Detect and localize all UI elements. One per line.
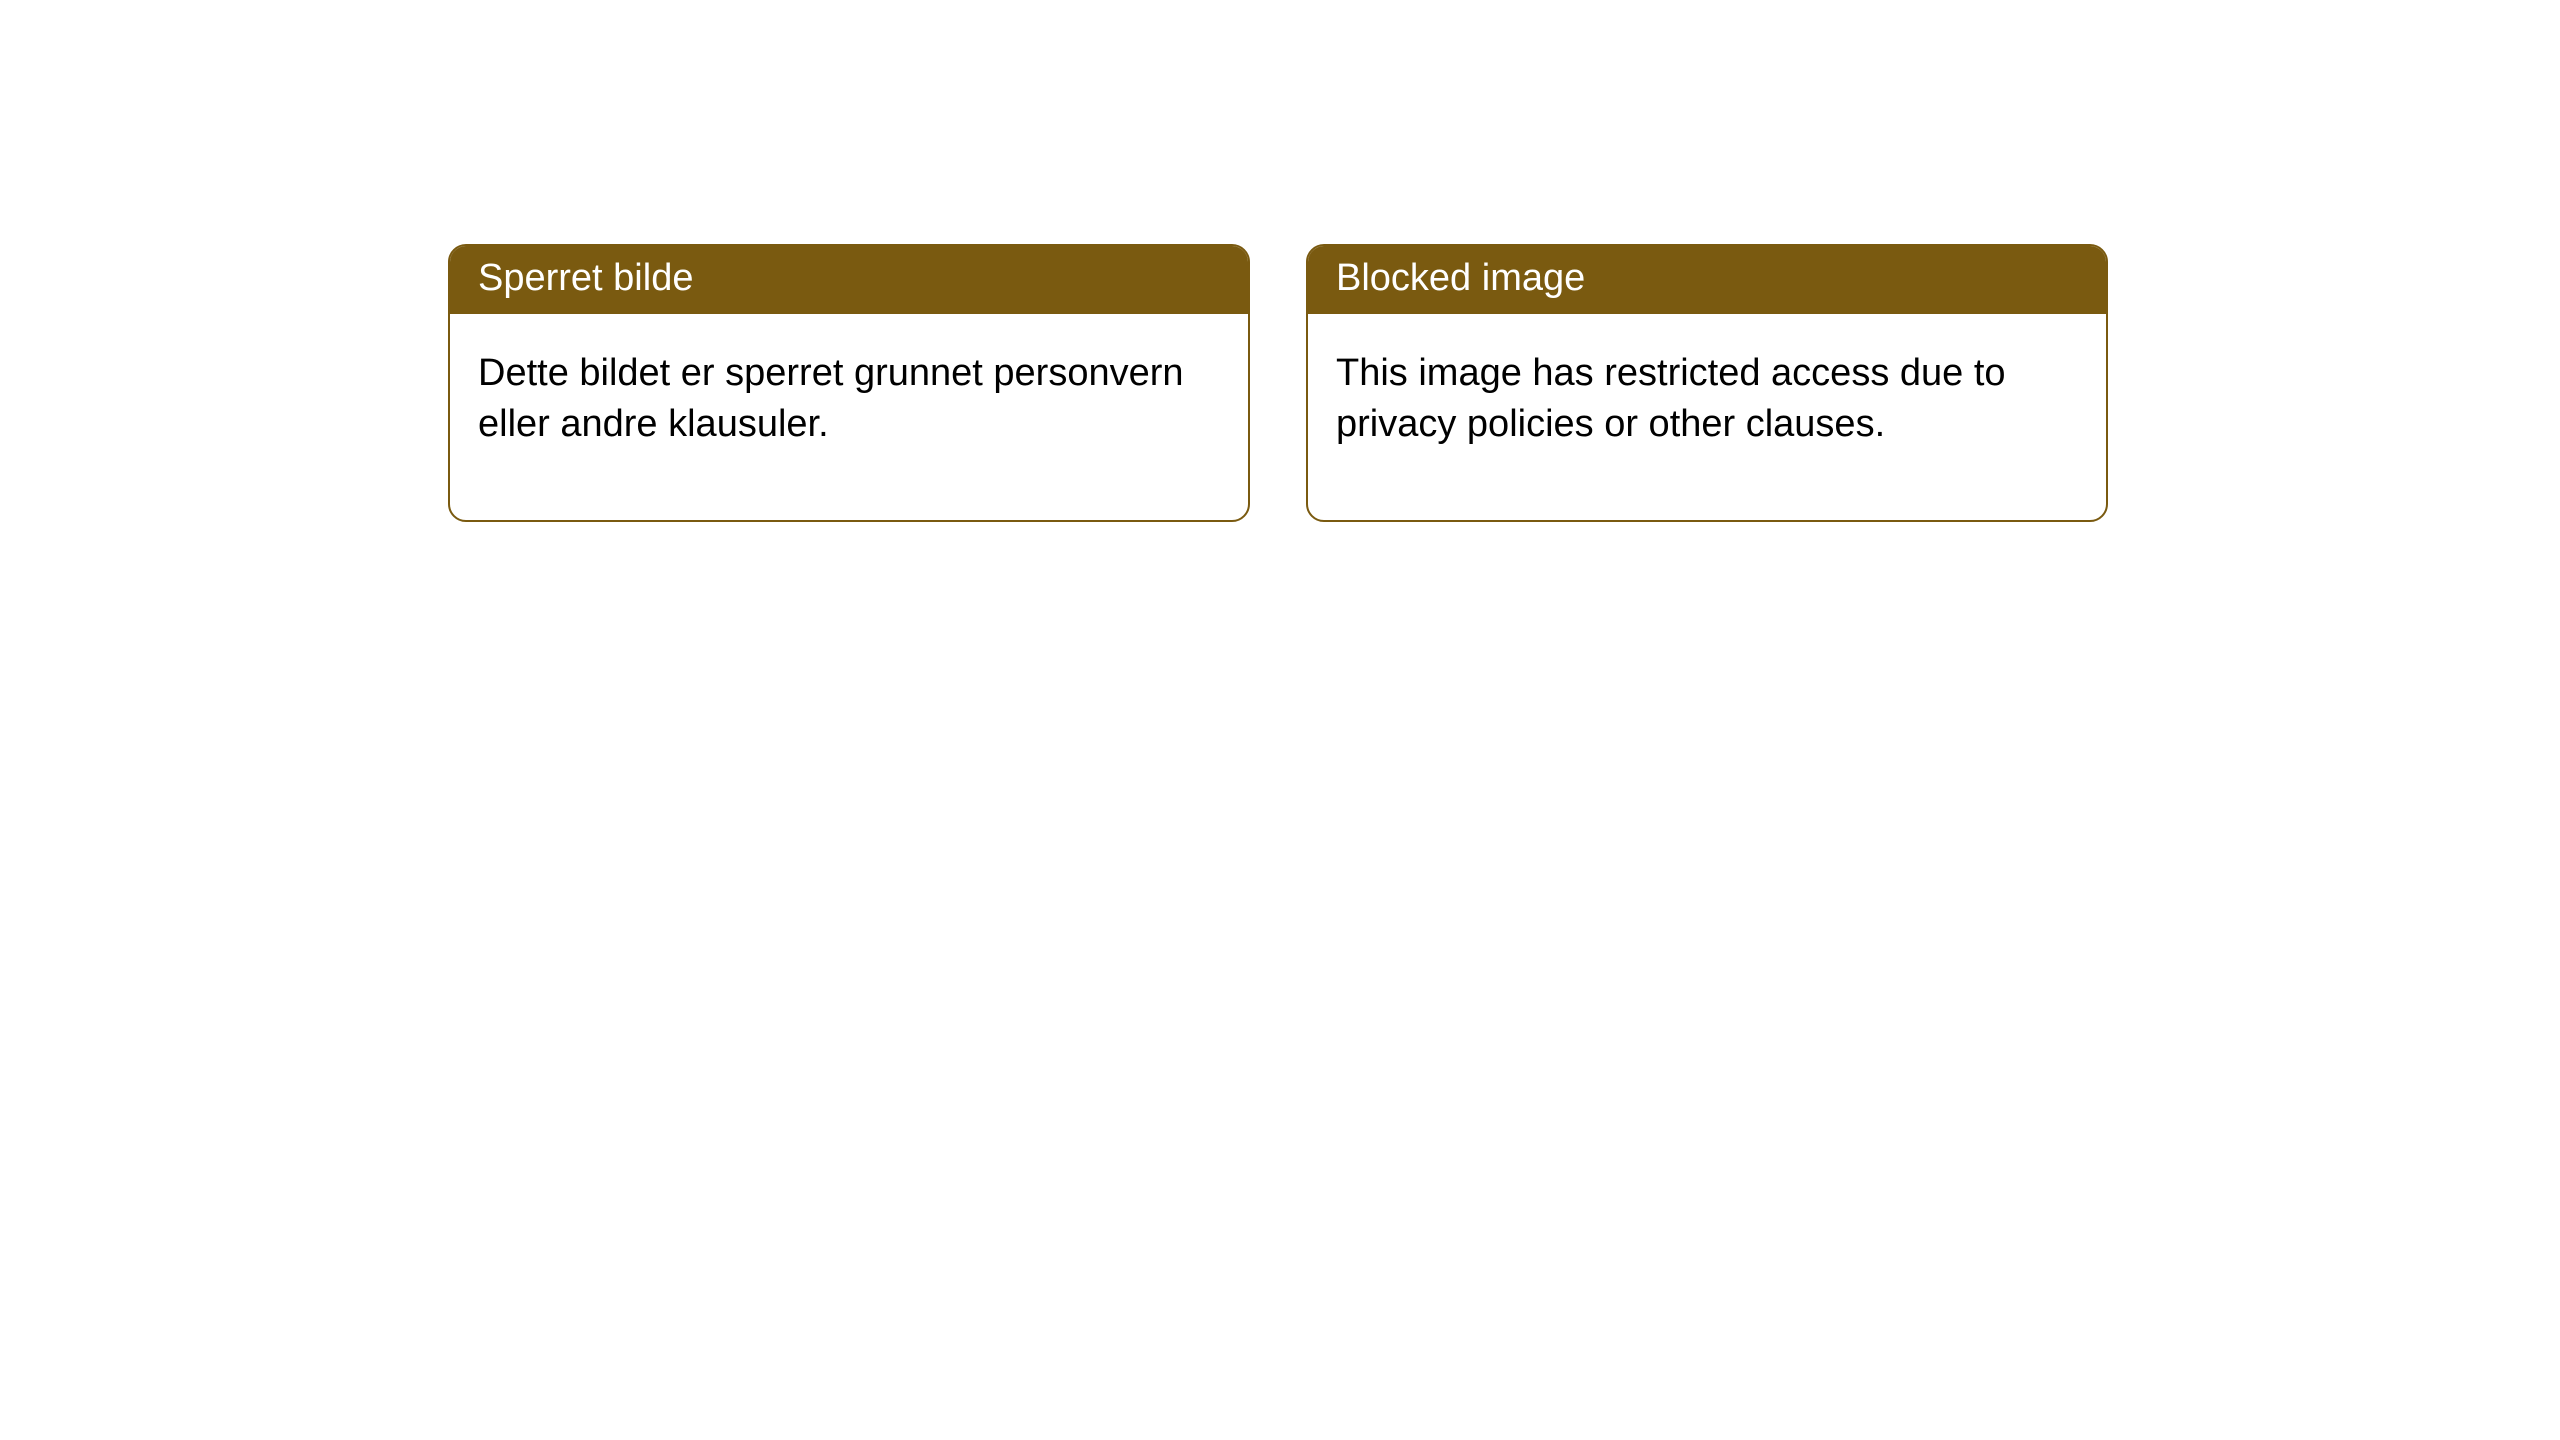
- notice-body-en: This image has restricted access due to …: [1308, 314, 2106, 521]
- notice-body-no: Dette bildet er sperret grunnet personve…: [450, 314, 1248, 521]
- notice-header-no: Sperret bilde: [450, 246, 1248, 314]
- notice-card-en: Blocked image This image has restricted …: [1306, 244, 2108, 522]
- notice-header-en: Blocked image: [1308, 246, 2106, 314]
- notice-card-no: Sperret bilde Dette bildet er sperret gr…: [448, 244, 1250, 522]
- notice-container: Sperret bilde Dette bildet er sperret gr…: [0, 0, 2560, 522]
